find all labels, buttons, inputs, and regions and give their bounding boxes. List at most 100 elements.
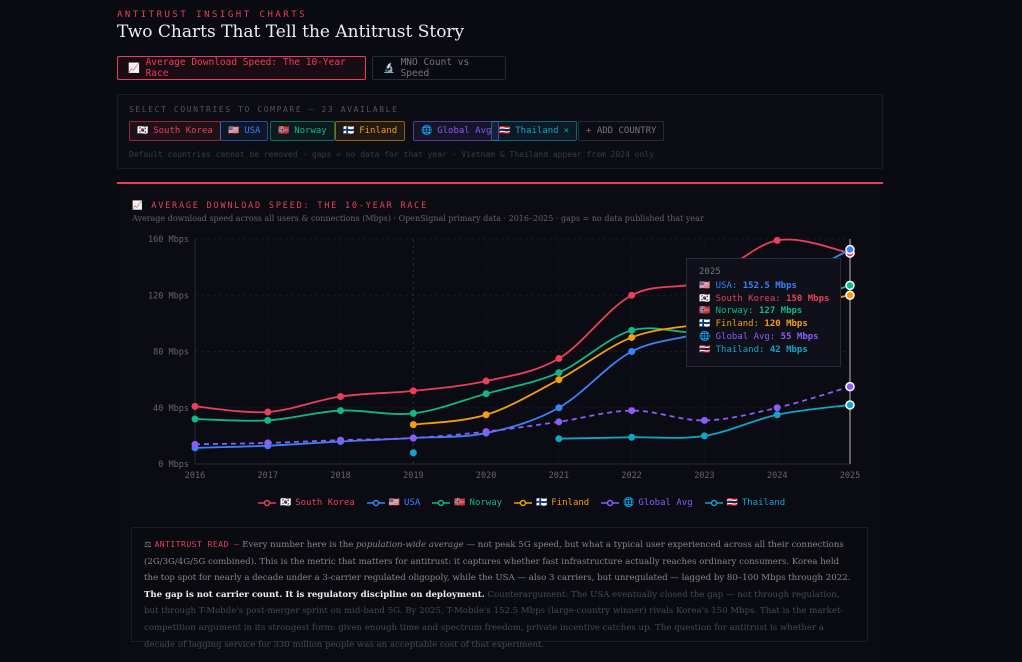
flag-icon: 🇺🇸 [699, 281, 711, 291]
legend-label: Finland [551, 498, 590, 508]
data-point [628, 291, 636, 299]
legend-item[interactable]: 🇹🇭 Thailand [704, 498, 786, 508]
country-chip[interactable]: 🇺🇸 USA [220, 121, 269, 141]
chart-title: 📈 AVERAGE DOWNLOAD SPEED: THE 10-YEAR RA… [132, 201, 428, 211]
data-point [700, 416, 708, 424]
tooltip-row: 🇺🇸 USA: 152.5 Mbps [699, 280, 828, 293]
flag-icon: 🌐 [421, 126, 433, 136]
data-point [337, 436, 345, 444]
data-point [845, 280, 855, 291]
data-point [773, 411, 781, 419]
data-point [845, 381, 855, 392]
flag-icon: 🇰🇷 [280, 498, 292, 508]
chart-icon: 📈 [128, 62, 140, 74]
data-point [409, 421, 417, 429]
data-point [845, 244, 855, 255]
data-point [555, 418, 563, 426]
flag-icon: 🌐 [623, 498, 635, 508]
data-point [482, 428, 490, 436]
country-chip[interactable]: 🇫🇮 Finland [335, 121, 406, 141]
y-tick-label: 120 Mbps [148, 291, 189, 301]
tab-label: Average Download Speed: The 10-Year Race [145, 57, 346, 79]
chart-legend: 🇰🇷 South Korea 🇺🇸 USA 🇳🇴 Norway 🇫🇮 Finland 🌐 Glob… [258, 498, 785, 508]
data-point [409, 409, 417, 417]
legend-item[interactable]: 🇺🇸 USA [366, 498, 420, 508]
legend-item[interactable]: 🌐 Global Avg [601, 498, 693, 508]
tooltip-label: USA: [715, 281, 738, 291]
chip-label: Global Avg [437, 126, 492, 136]
y-tick-label: 80 Mbps [153, 348, 189, 358]
country-chip[interactable]: 🌐 Global Avg [413, 121, 500, 141]
data-point [264, 408, 272, 416]
data-point [555, 355, 563, 363]
data-point [555, 435, 563, 443]
data-point [773, 404, 781, 412]
legend-item[interactable]: 🇫🇮 Finland [514, 498, 589, 508]
flag-icon: 🇺🇸 [228, 126, 240, 136]
flag-icon: 🌐 [699, 331, 711, 342]
legend-label: Thailand [741, 498, 786, 508]
x-tick-label: 2022 [621, 471, 641, 481]
selector-label: SELECT COUNTRIES TO COMPARE — 23 AVAILAB… [129, 105, 399, 114]
flag-icon: 🇹🇭 [499, 126, 511, 136]
flag-icon: 🇹🇭 [726, 498, 738, 508]
flag-icon: 🇺🇸 [388, 498, 401, 508]
data-point [409, 387, 417, 395]
flag-icon: 🇫🇮 [699, 319, 711, 330]
page-title: Two Charts That Tell the Antitrust Story [117, 22, 465, 42]
data-point [555, 376, 563, 384]
tooltip-label: Thailand: [715, 344, 765, 355]
note-strong: The gap is not carrier count. It is regu… [144, 589, 485, 600]
legend-item[interactable]: 🇳🇴 Norway [432, 498, 502, 508]
tooltip-row: 🇫🇮 Finland: 120 Mbps [699, 318, 828, 331]
x-tick-label: 2025 [840, 471, 860, 481]
legend-marker-icon [258, 499, 276, 507]
x-tick-label: 2019 [403, 471, 423, 481]
tooltip-row: 🇹🇭 Thailand: 42 Mbps [699, 344, 828, 357]
country-chip[interactable]: 🇳🇴 Norway [270, 121, 335, 141]
tooltip-row: 🌐 Global Avg: 55 Mbps [699, 331, 828, 344]
eyebrow: ANTITRUST INSIGHT CHARTS [117, 10, 308, 20]
flag-icon: 🇳🇴 [699, 306, 711, 317]
scales-icon: ⚖ [144, 540, 152, 550]
country-chip[interactable]: 🇹🇭 Thailand × [491, 121, 577, 141]
tooltip-row: 🇰🇷 South Korea: 150 Mbps [699, 293, 829, 306]
flag-icon: 🇳🇴 [454, 498, 466, 508]
data-point [628, 348, 636, 355]
tooltip-row: 🇳🇴 Norway: 127 Mbps [699, 305, 828, 318]
add-country-button[interactable]: + ADD COUNTRY [578, 121, 665, 141]
data-point [482, 390, 490, 398]
data-point [337, 393, 345, 400]
legend-marker-icon [366, 499, 385, 507]
data-point [409, 434, 417, 442]
flag-icon: 🇰🇷 [137, 126, 149, 136]
data-point [191, 440, 199, 448]
tooltip-value: 55 Mbps [780, 331, 819, 342]
x-tick-label: 2024 [767, 471, 787, 481]
x-tick-label: 2017 [258, 471, 278, 481]
note-counterargument: Counterargument: The USA eventually clos… [144, 589, 844, 650]
y-tick-label: 40 Mbps [153, 404, 189, 414]
tab-download-speed[interactable]: 📈 Average Download Speed: The 10-Year Ra… [117, 56, 366, 80]
data-point [409, 449, 417, 457]
x-tick-label: 2016 [185, 471, 205, 481]
data-point [264, 416, 272, 424]
remove-icon[interactable]: × [563, 126, 569, 136]
note-text: — not peak 5G speed, but what a typical … [144, 540, 851, 584]
data-point [482, 377, 490, 385]
chip-label: South Korea [153, 126, 213, 136]
note-text: Every number here is the [239, 540, 357, 550]
flag-icon: 🇳🇴 [278, 126, 290, 136]
chart-subtitle: Average download speed across all users … [132, 214, 704, 223]
data-point [773, 236, 781, 244]
tab-mno-count[interactable]: 🔬 MNO Count vs Speed [372, 56, 506, 80]
legend-item[interactable]: 🇰🇷 South Korea [258, 498, 355, 508]
y-tick-label: 0 Mbps [158, 460, 189, 470]
data-point [628, 407, 636, 415]
tooltip-value: 127 Mbps [759, 306, 803, 317]
microscope-icon: 🔬 [383, 62, 395, 74]
tab-label: MNO Count vs Speed [400, 57, 470, 79]
tooltip-value: 42 Mbps [769, 344, 808, 355]
chart-tooltip: 2025 🇺🇸 USA: 152.5 Mbps 🇰🇷 South Korea: 1… [686, 258, 841, 367]
tooltip-label: Global Avg: [715, 331, 776, 342]
